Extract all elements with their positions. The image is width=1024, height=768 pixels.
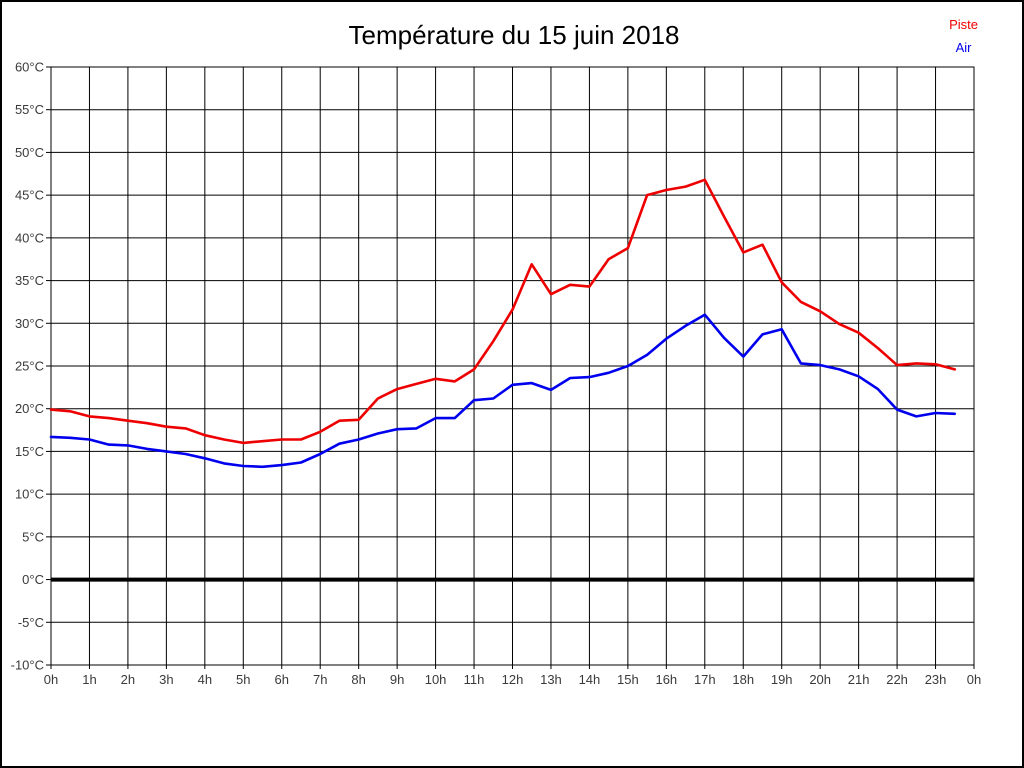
legend-piste-label: Piste xyxy=(949,17,978,32)
x-axis-label: 10h xyxy=(425,672,447,687)
x-axis-label: 20h xyxy=(809,672,831,687)
x-axis-label: 1h xyxy=(82,672,96,687)
chart-title: Température du 15 juin 2018 xyxy=(348,20,680,50)
plot-border xyxy=(50,66,975,666)
y-axis-label: 15°C xyxy=(15,444,44,459)
x-axis-label: 19h xyxy=(771,672,793,687)
x-axis-label: 7h xyxy=(313,672,327,687)
y-axis-label: -5°C xyxy=(18,615,44,630)
y-axis-label: 55°C xyxy=(15,102,44,117)
y-axis-label: 5°C xyxy=(22,529,44,544)
x-axis-label: 13h xyxy=(540,672,562,687)
y-axis-label: 35°C xyxy=(15,273,44,288)
x-axis-label: 3h xyxy=(159,672,173,687)
x-axis-label: 14h xyxy=(579,672,601,687)
x-axis-label: 15h xyxy=(617,672,639,687)
x-axis-label: 5h xyxy=(236,672,250,687)
x-axis-label: 11h xyxy=(464,672,485,687)
y-axis-label: 40°C xyxy=(15,230,44,245)
x-axis-label: 9h xyxy=(390,672,404,687)
piste-line xyxy=(49,178,957,445)
legend-air-label: Air xyxy=(955,40,972,55)
x-axis-label: 22h xyxy=(886,672,908,687)
x-axis-label: 16h xyxy=(655,672,677,687)
x-axis-label: 17h xyxy=(694,672,716,687)
y-axis-label: 50°C xyxy=(15,145,44,160)
x-axis-label: 2h xyxy=(121,672,135,687)
y-axis-label: 45°C xyxy=(15,188,44,203)
x-axis-label: 4h xyxy=(198,672,212,687)
x-axis-label: 18h xyxy=(732,672,754,687)
x-axis-label: 12h xyxy=(502,672,524,687)
x-axis-label: 0h xyxy=(44,672,58,687)
y-axis-label: 60°C xyxy=(15,60,44,75)
y-axis-label: 30°C xyxy=(15,316,44,331)
x-axis-label: 8h xyxy=(351,672,365,687)
y-axis-label: 0°C xyxy=(22,572,44,587)
x-axis-label: 21h xyxy=(848,672,870,687)
y-axis-label: 20°C xyxy=(15,401,44,416)
air-line xyxy=(49,313,957,469)
x-axis-label: 23h xyxy=(925,672,947,687)
legend: Piste Air xyxy=(949,13,978,59)
y-axis-label: 10°C xyxy=(15,487,44,502)
y-axis-label: 25°C xyxy=(15,359,44,374)
x-axis-label: 0h xyxy=(967,672,981,687)
x-axis-label: 6h xyxy=(275,672,289,687)
y-axis-label: -10°C xyxy=(11,658,44,673)
